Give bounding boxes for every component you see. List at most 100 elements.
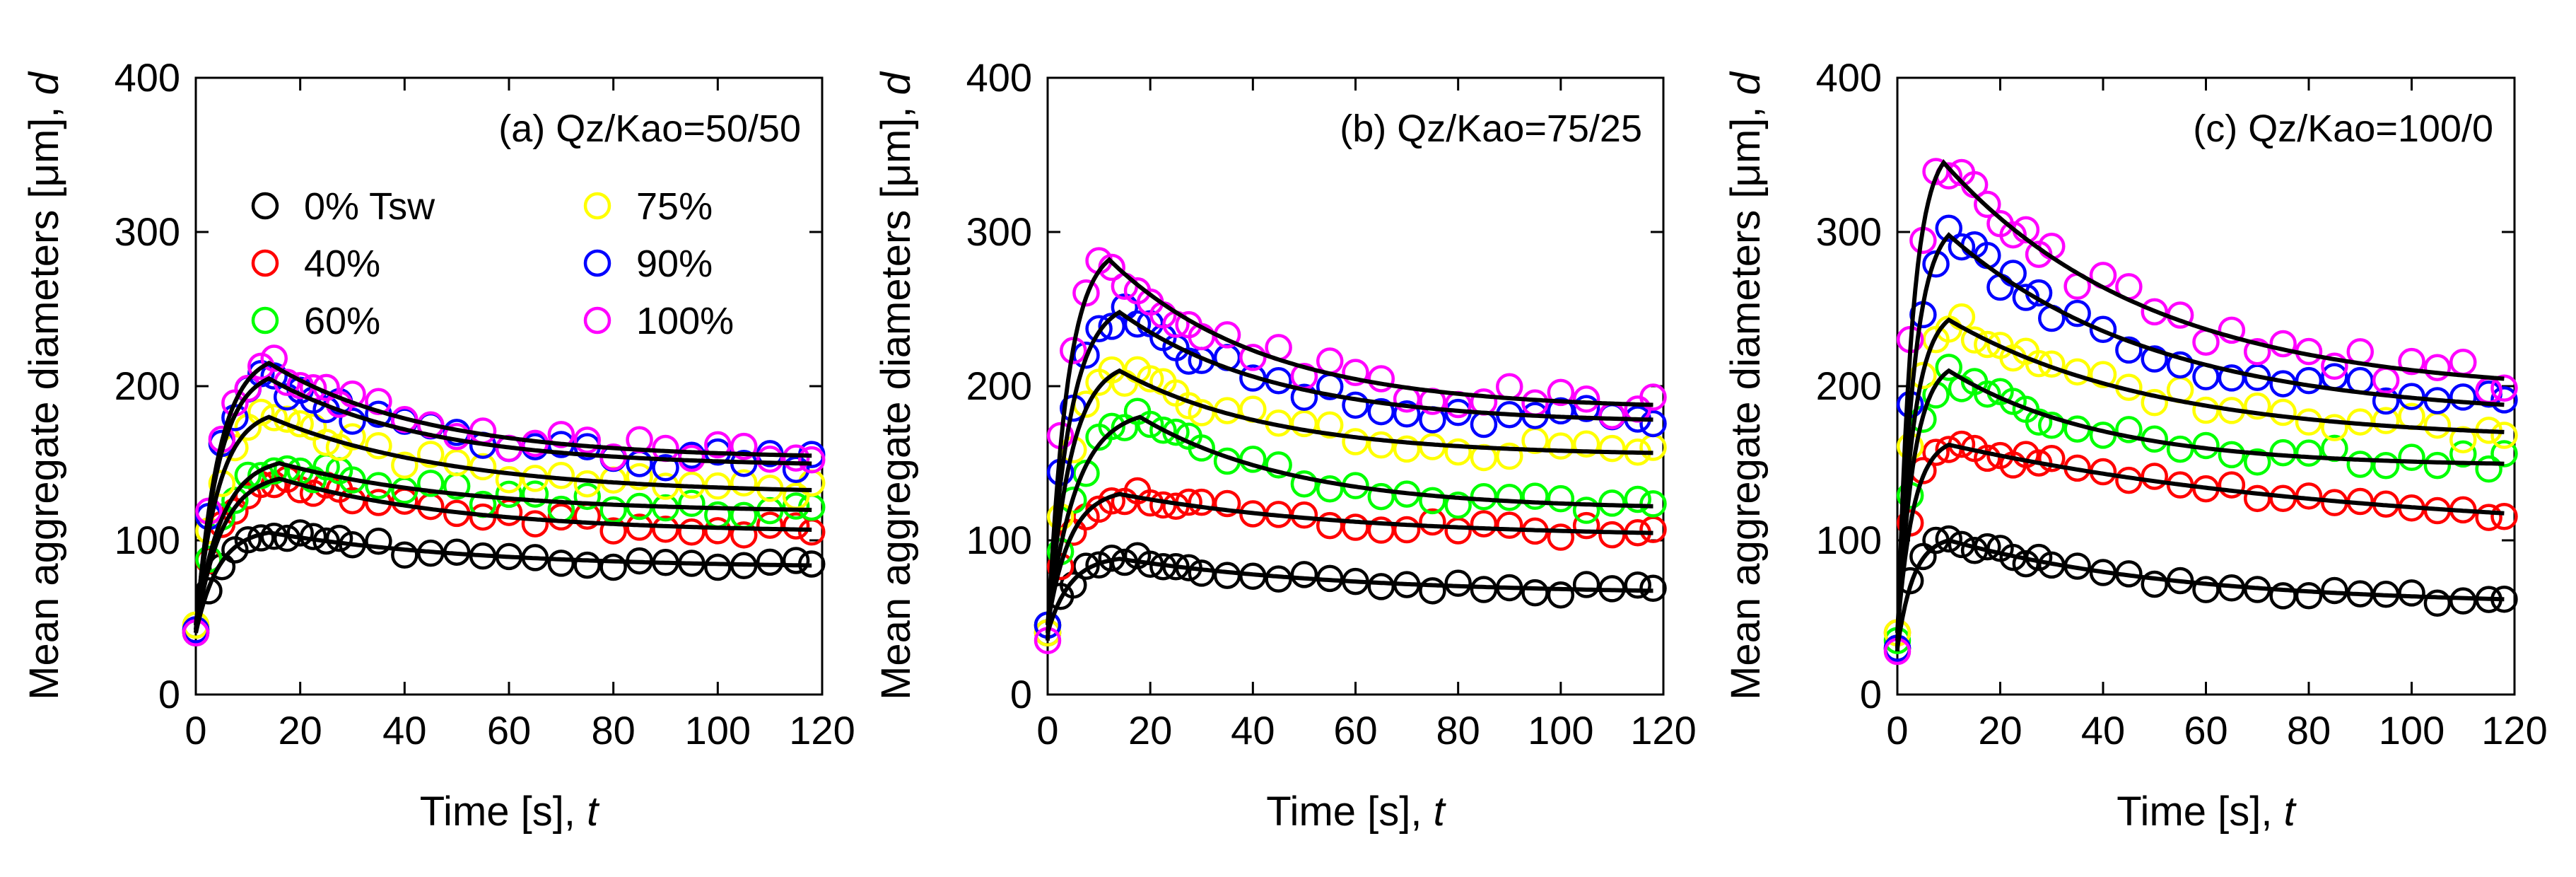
data-point <box>730 432 758 460</box>
x-tick-label: 40 <box>2081 708 2125 753</box>
data-point <box>1547 378 1575 407</box>
data-point <box>704 553 732 581</box>
data-point <box>2321 414 2348 441</box>
y-tick-label: 400 <box>966 55 1032 100</box>
data-point <box>2089 361 2117 388</box>
x-tick-label: 120 <box>789 708 855 753</box>
fit-curve <box>1895 232 2505 649</box>
data-point <box>2490 502 2518 530</box>
data-point <box>2295 581 2323 610</box>
x-axis-label: Time [s], t <box>1266 789 1446 835</box>
data-point <box>1521 579 1549 607</box>
data-point <box>1188 434 1215 462</box>
data-point <box>2449 426 2477 453</box>
data-point <box>1316 475 1344 503</box>
data-point <box>417 441 445 468</box>
data-point <box>2141 388 2168 417</box>
data-point <box>1624 571 1651 599</box>
data-point <box>339 407 366 435</box>
data-point <box>2038 445 2066 472</box>
data-point <box>1072 552 1100 580</box>
data-point <box>234 461 262 489</box>
data-point <box>2166 351 2194 379</box>
data-point <box>573 470 601 498</box>
data-point <box>547 550 575 577</box>
data-point <box>1547 581 1575 609</box>
data-point <box>1444 569 1472 597</box>
fit-curve <box>194 414 812 626</box>
data-point <box>626 463 653 491</box>
data-point <box>1935 354 1962 381</box>
data-point <box>1085 315 1113 342</box>
data-point <box>1470 510 1498 538</box>
legend-marker <box>583 249 611 277</box>
data-point <box>2269 330 2297 358</box>
data-point <box>1393 400 1421 428</box>
data-point <box>1098 313 1125 340</box>
data-point <box>704 431 732 459</box>
data-point <box>1974 190 2001 219</box>
data-point <box>1496 484 1523 511</box>
x-tick-label: 60 <box>487 708 531 753</box>
data-point <box>730 521 758 549</box>
x-tick-label: 100 <box>2379 708 2445 753</box>
data-point <box>286 519 314 547</box>
data-point <box>1639 410 1667 438</box>
data-point <box>1342 513 1369 541</box>
data-point <box>2295 439 2323 467</box>
data-point <box>782 512 810 540</box>
data-point <box>2423 589 2452 617</box>
x-axis-variable: t <box>2284 789 2297 835</box>
data-point <box>2449 587 2477 615</box>
panel-title: (b) Qz/Kao=75/25 <box>1340 108 1642 150</box>
panel-c: 0 20 40 60 80 100 120 0 100 200 300 400 Time [s], t M… <box>1723 55 2548 835</box>
data-point <box>1470 410 1498 438</box>
fit-curve <box>1046 257 1653 641</box>
data-point <box>234 525 262 554</box>
legend-marker <box>583 192 611 220</box>
data-point <box>1974 380 2001 408</box>
x-tick-label: 100 <box>685 708 751 753</box>
fit-curve <box>194 360 812 634</box>
data-point <box>2423 451 2452 480</box>
y-axis-label-text: Mean aggregate diameters [μm], <box>21 95 67 700</box>
data-point <box>365 431 392 460</box>
series-60- <box>1883 354 2518 654</box>
x-tick-label: 20 <box>1128 708 1172 753</box>
data-point <box>2025 408 2053 436</box>
y-tick-label: 300 <box>966 209 1032 254</box>
data-point <box>1470 483 1498 511</box>
data-point <box>325 524 353 552</box>
y-tick-label: 0 <box>1010 672 1032 716</box>
data-point <box>1188 399 1215 426</box>
data-point <box>782 492 810 520</box>
legend-marker <box>583 306 611 335</box>
x-tick-label: 0 <box>1886 708 1908 753</box>
data-point <box>2475 455 2502 483</box>
y-tick-label: 200 <box>1816 364 1882 408</box>
fit-curve <box>1046 414 1653 626</box>
data-point <box>2372 452 2400 480</box>
fit-curve <box>194 530 812 634</box>
data-point <box>1547 523 1575 551</box>
data-point <box>782 547 810 574</box>
data-point <box>339 380 366 408</box>
fit-curve <box>1046 492 1653 626</box>
data-point <box>652 454 679 482</box>
data-point <box>2115 336 2143 364</box>
data-point <box>2269 582 2297 610</box>
data-point <box>678 518 706 546</box>
data-point <box>2475 504 2502 531</box>
data-point <box>1547 432 1575 460</box>
data-point <box>1342 359 1369 386</box>
data-point <box>2398 443 2425 471</box>
y-axis-label: Mean aggregate diameters [μm], d <box>21 71 67 700</box>
data-point <box>1639 516 1667 543</box>
x-tick-label: 40 <box>1231 708 1275 753</box>
data-point <box>1444 438 1472 466</box>
data-point <box>2398 347 2425 376</box>
y-tick-label: 200 <box>115 364 180 408</box>
y-tick-label: 0 <box>158 672 180 716</box>
x-axis-label: Time [s], t <box>420 789 600 835</box>
data-point <box>417 470 445 497</box>
